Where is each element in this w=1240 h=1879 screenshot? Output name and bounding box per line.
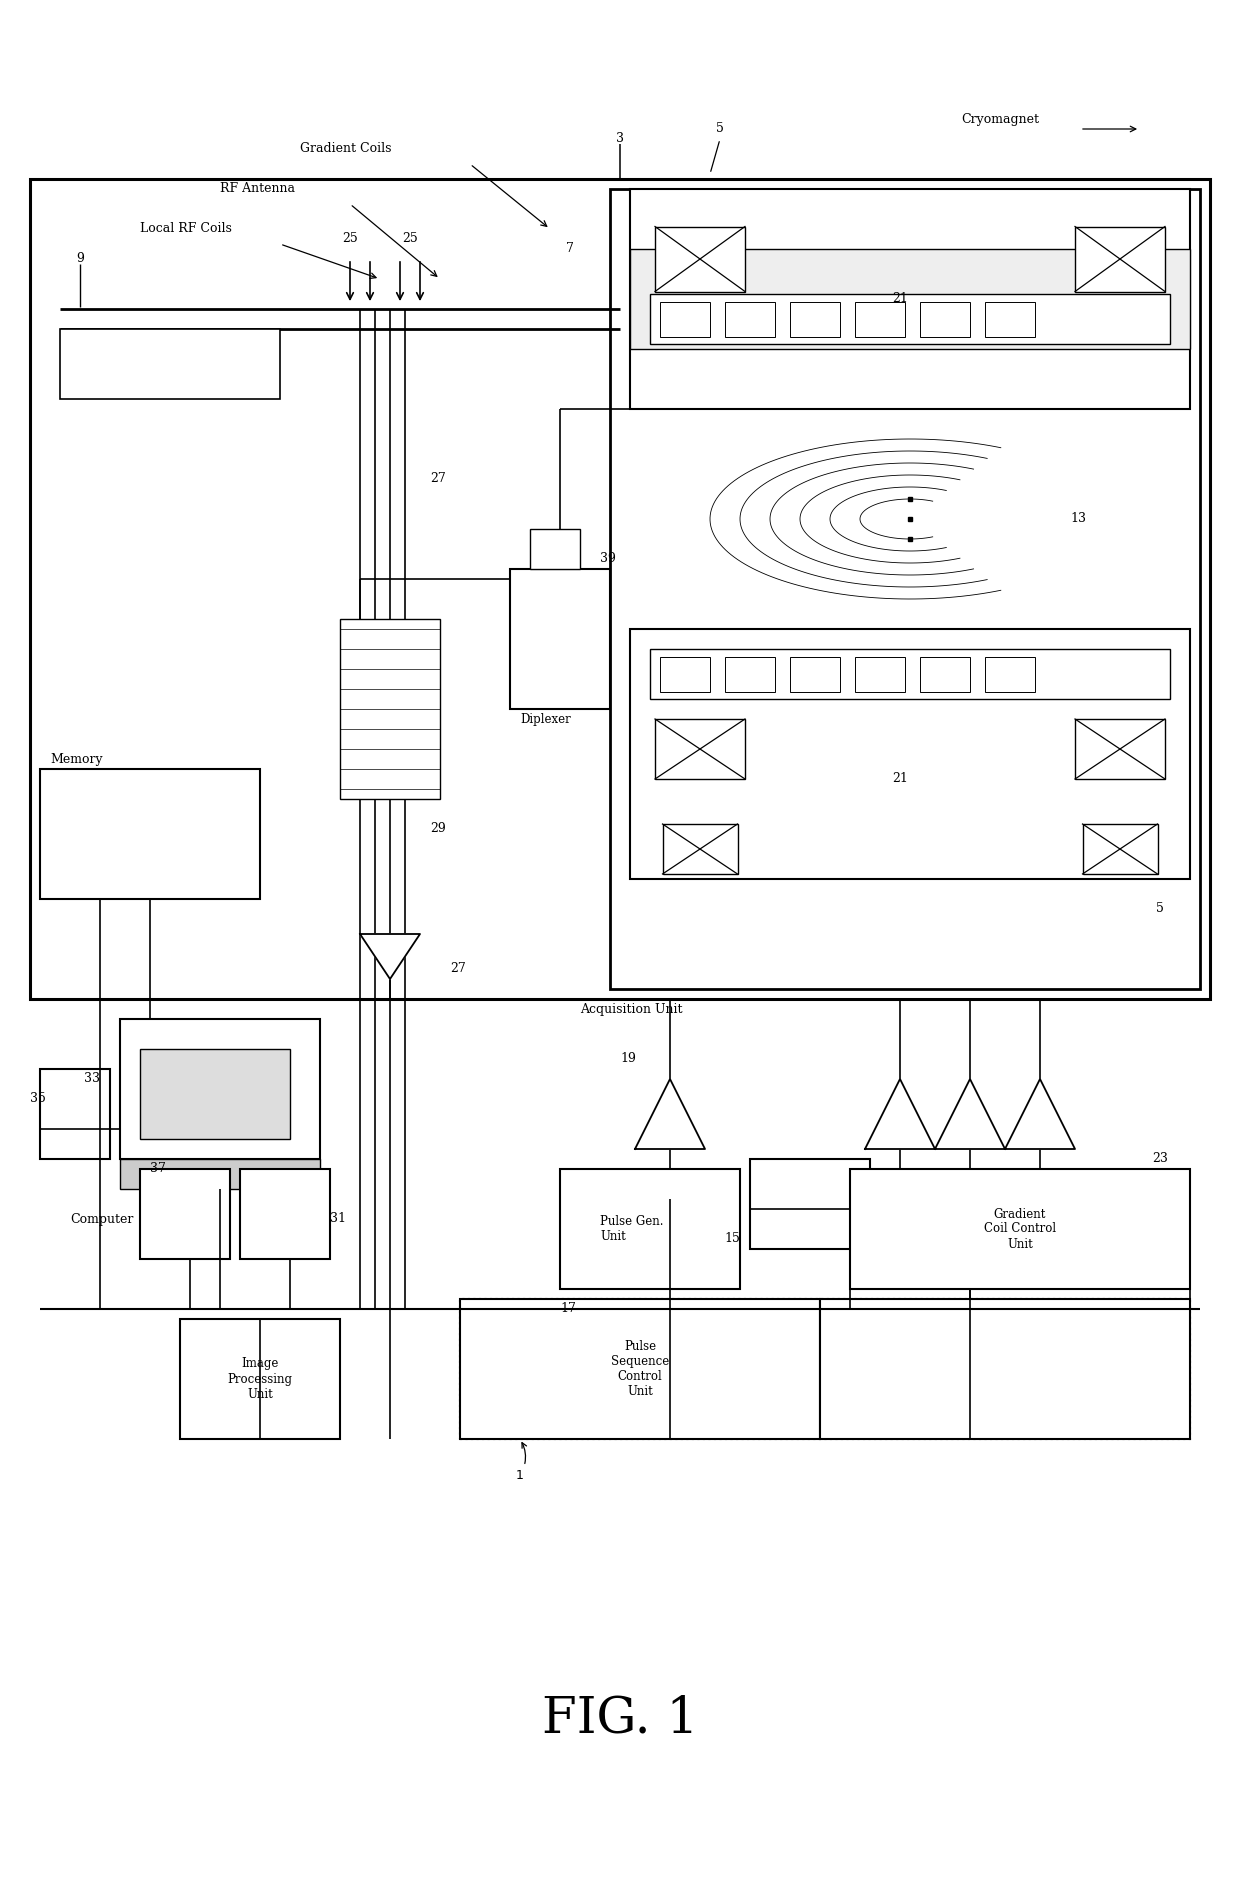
Text: Pulse
Sequence
Control
Unit: Pulse Sequence Control Unit [611,1340,670,1398]
Bar [241,1169,330,1259]
Text: 27: 27 [450,962,466,975]
Text: 31: 31 [330,1212,346,1225]
Bar [985,303,1035,336]
Text: 5: 5 [715,122,724,135]
Bar [856,303,905,336]
Bar [662,825,738,874]
Bar [40,1069,110,1159]
Text: 39: 39 [600,552,616,566]
Text: 25: 25 [402,233,418,246]
Text: Gradient Coils: Gradient Coils [300,143,392,156]
Text: Pulse Gen.
Unit: Pulse Gen. Unit [600,1216,663,1244]
Bar [650,293,1171,344]
Bar [1075,227,1166,291]
Text: Computer: Computer [69,1212,134,1225]
Text: 1: 1 [516,1443,527,1483]
Polygon shape [360,934,420,979]
Text: 19: 19 [620,1052,636,1065]
Bar [30,179,1210,1000]
Bar [790,303,839,336]
Bar [1083,825,1157,874]
Text: 21: 21 [892,293,908,306]
Text: 9: 9 [76,252,84,265]
Text: 5: 5 [1156,902,1164,915]
Polygon shape [935,1079,1004,1148]
Bar [920,658,970,691]
Bar [920,303,970,336]
Bar [750,1159,870,1250]
Bar [630,190,1190,410]
Bar [460,1298,820,1439]
Polygon shape [1004,1079,1075,1148]
Polygon shape [635,1079,706,1148]
Text: Diplexer: Diplexer [520,712,570,725]
Text: 13: 13 [1070,513,1086,526]
Bar [60,329,280,398]
Text: 7: 7 [567,242,574,256]
Bar [856,658,905,691]
Bar [655,720,745,780]
Text: 17: 17 [560,1302,575,1315]
Bar [120,1159,320,1189]
Bar [140,1048,290,1139]
Text: FIG. 1: FIG. 1 [542,1695,698,1744]
Bar [660,658,711,691]
Text: 23: 23 [1152,1152,1168,1165]
Bar [655,227,745,291]
Text: 25: 25 [342,233,358,246]
Bar [849,1169,1190,1289]
Text: 35: 35 [30,1092,46,1105]
Bar [1075,720,1166,780]
Text: 3: 3 [616,133,624,145]
Text: 29: 29 [430,823,445,836]
Bar [985,658,1035,691]
Bar [560,1169,740,1289]
Text: Acquisition Unit: Acquisition Unit [580,1003,682,1015]
Bar [725,303,775,336]
Text: 37: 37 [150,1163,166,1176]
Bar [790,658,839,691]
Bar [660,303,711,336]
Bar [460,1298,1190,1439]
Polygon shape [866,1079,935,1148]
Bar [820,1298,1190,1439]
Bar [630,629,1190,879]
Text: Memory: Memory [50,752,103,765]
Bar [610,190,1200,988]
Bar [529,530,580,569]
Text: Gradient
Coil Control
Unit: Gradient Coil Control Unit [983,1208,1056,1251]
Bar [180,1319,340,1439]
Text: RF Antenna: RF Antenna [219,182,295,195]
Text: 27: 27 [430,472,445,485]
Text: 33: 33 [84,1073,100,1086]
Bar [630,250,1190,349]
Text: Local RF Coils: Local RF Coils [140,222,232,235]
Bar [140,1169,229,1259]
Bar [650,648,1171,699]
Bar [510,569,610,708]
Text: 21: 21 [892,772,908,785]
Bar [725,658,775,691]
Text: Image
Processing
Unit: Image Processing Unit [227,1357,293,1400]
Bar [40,769,260,898]
Bar [340,618,440,799]
Text: Cryomagnet: Cryomagnet [961,113,1039,126]
Bar [120,1018,320,1159]
Text: 15: 15 [724,1233,740,1246]
